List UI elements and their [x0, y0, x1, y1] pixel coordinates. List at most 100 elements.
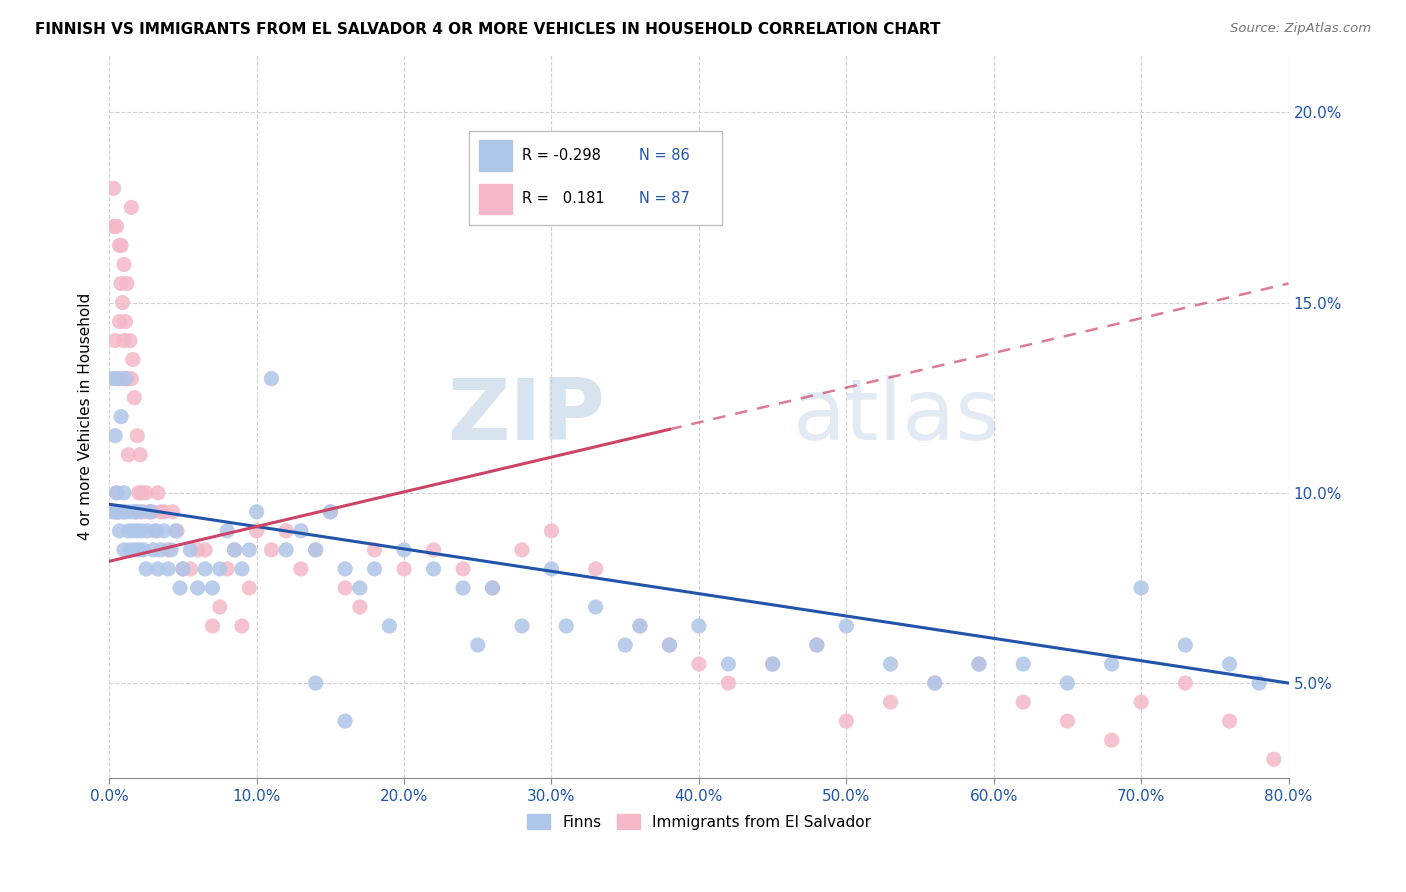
Point	[111, 295, 134, 310]
Point	[349, 599, 371, 614]
Point	[160, 542, 183, 557]
Point	[658, 638, 681, 652]
Point	[101, 505, 124, 519]
Point	[224, 542, 246, 557]
Point	[688, 657, 710, 671]
Point	[141, 505, 163, 519]
Point	[510, 619, 533, 633]
Point	[217, 562, 239, 576]
Point	[165, 524, 187, 538]
Point	[107, 505, 129, 519]
Point	[924, 676, 946, 690]
Point	[104, 428, 127, 442]
Point	[333, 562, 356, 576]
Point	[136, 524, 159, 538]
Point	[105, 371, 128, 385]
Point	[1247, 676, 1270, 690]
Point	[304, 676, 326, 690]
Point	[276, 524, 298, 538]
Point	[540, 562, 562, 576]
Text: atlas: atlas	[793, 376, 1001, 458]
Point	[157, 542, 180, 557]
Point	[231, 619, 253, 633]
Point	[217, 524, 239, 538]
Point	[132, 542, 155, 557]
Point	[105, 219, 128, 234]
Point	[124, 542, 146, 557]
Point	[127, 524, 149, 538]
Point	[1174, 676, 1197, 690]
Point	[628, 619, 651, 633]
Point	[115, 277, 138, 291]
Point	[290, 524, 312, 538]
Point	[451, 562, 474, 576]
Point	[835, 714, 858, 728]
Point	[146, 562, 169, 576]
Point	[628, 619, 651, 633]
Point	[510, 542, 533, 557]
Point	[238, 581, 260, 595]
Point	[138, 505, 160, 519]
Point	[319, 505, 342, 519]
Point	[260, 371, 283, 385]
Point	[717, 657, 740, 671]
Point	[112, 542, 135, 557]
Point	[194, 542, 217, 557]
Point	[152, 505, 174, 519]
Point	[1219, 714, 1241, 728]
Point	[114, 314, 136, 328]
Point	[1101, 733, 1123, 747]
Point	[1012, 657, 1035, 671]
Y-axis label: 4 or more Vehicles in Household: 4 or more Vehicles in Household	[79, 293, 93, 541]
Point	[879, 695, 901, 709]
Point	[107, 505, 129, 519]
Point	[162, 505, 184, 519]
Point	[129, 448, 152, 462]
Point	[481, 581, 503, 595]
Point	[120, 200, 142, 214]
Point	[879, 657, 901, 671]
Point	[201, 619, 224, 633]
Point	[149, 542, 172, 557]
Point	[129, 505, 152, 519]
Point	[125, 505, 148, 519]
Point	[110, 238, 132, 252]
Point	[467, 638, 489, 652]
Point	[128, 542, 150, 557]
Point	[246, 524, 269, 538]
Point	[260, 542, 283, 557]
Point	[378, 619, 401, 633]
Point	[717, 676, 740, 690]
Point	[105, 485, 128, 500]
Point	[1174, 638, 1197, 652]
Point	[1130, 581, 1153, 595]
Point	[115, 505, 138, 519]
Point	[107, 505, 129, 519]
Point	[1130, 695, 1153, 709]
Point	[363, 562, 385, 576]
Point	[105, 505, 128, 519]
Point	[110, 277, 132, 291]
Point	[172, 562, 194, 576]
Point	[146, 485, 169, 500]
Point	[1056, 676, 1078, 690]
Point	[208, 599, 231, 614]
Point	[1056, 714, 1078, 728]
Point	[762, 657, 785, 671]
Point	[585, 599, 607, 614]
Point	[614, 638, 637, 652]
Point	[688, 619, 710, 633]
Point	[238, 542, 260, 557]
Point	[127, 428, 149, 442]
Point	[107, 371, 129, 385]
Point	[392, 542, 415, 557]
Point	[103, 219, 125, 234]
Point	[392, 562, 415, 576]
Point	[157, 562, 180, 576]
Point	[139, 505, 162, 519]
Point	[117, 448, 139, 462]
Point	[304, 542, 326, 557]
Point	[125, 505, 148, 519]
Point	[658, 638, 681, 652]
Point	[114, 371, 136, 385]
